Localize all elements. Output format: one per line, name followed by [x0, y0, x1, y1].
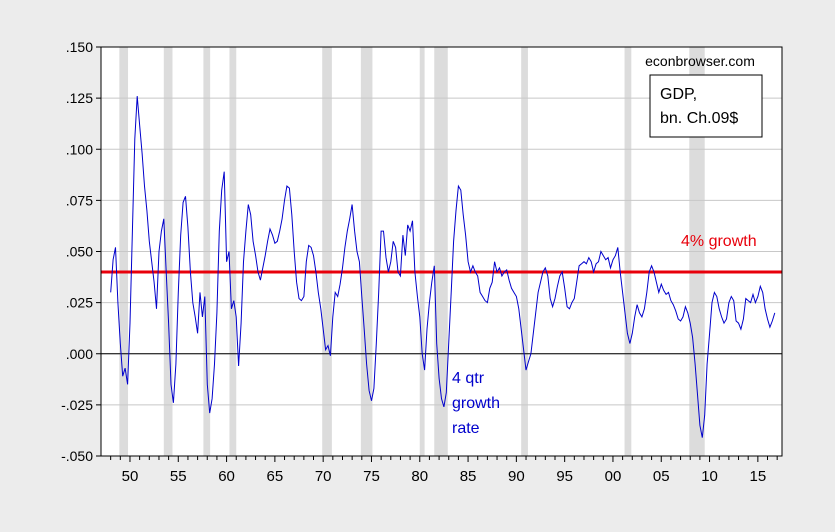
y-tick-label: .125 — [66, 90, 93, 106]
y-tick-label: -.025 — [61, 397, 93, 413]
gdp-growth-series-line — [110, 96, 776, 438]
y-tick-label: .025 — [66, 295, 93, 311]
x-tick-label: 00 — [605, 468, 622, 485]
y-tick-label: .050 — [66, 244, 93, 260]
y-tick-label: .100 — [66, 141, 93, 157]
series-label-line2: growth — [452, 395, 500, 412]
x-tick-label: 60 — [218, 468, 235, 485]
x-tick-label: 65 — [267, 468, 284, 485]
x-tick-label: 80 — [411, 468, 428, 485]
source-label: econbrowser.com — [645, 53, 755, 69]
x-tick-label: 50 — [122, 468, 139, 485]
x-tick-label: 70 — [315, 468, 332, 485]
legend-box-line2: bn. Ch.09$ — [660, 110, 738, 127]
x-tick-label: 95 — [556, 468, 573, 485]
legend-box — [649, 74, 763, 138]
x-tick-label: 90 — [508, 468, 525, 485]
y-tick-label: .150 — [66, 39, 93, 55]
series-label-line1: 4 qtr — [452, 370, 485, 387]
y-tick-label: -.050 — [61, 448, 93, 464]
series-label-line3: rate — [452, 420, 480, 437]
reference-line-label: 4% growth — [681, 233, 757, 250]
x-tick-label: 85 — [460, 468, 477, 485]
x-tick-label: 55 — [170, 468, 187, 485]
x-tick-label: 15 — [750, 468, 767, 485]
y-tick-label: .000 — [66, 346, 93, 362]
legend-box-line1: GDP, — [660, 86, 697, 103]
x-tick-label: 05 — [653, 468, 670, 485]
x-axis-ticks: 50 55 60 65 70 75 80 85 90 95 00 05 10 15 — [110, 456, 778, 485]
y-tick-label: .075 — [66, 192, 93, 208]
x-tick-label: 10 — [701, 468, 718, 485]
y-axis-ticks: .150 .125 .100 .075 .050 .025 .000 -.025 -.050 — [61, 39, 101, 464]
x-tick-label: 75 — [363, 468, 380, 485]
